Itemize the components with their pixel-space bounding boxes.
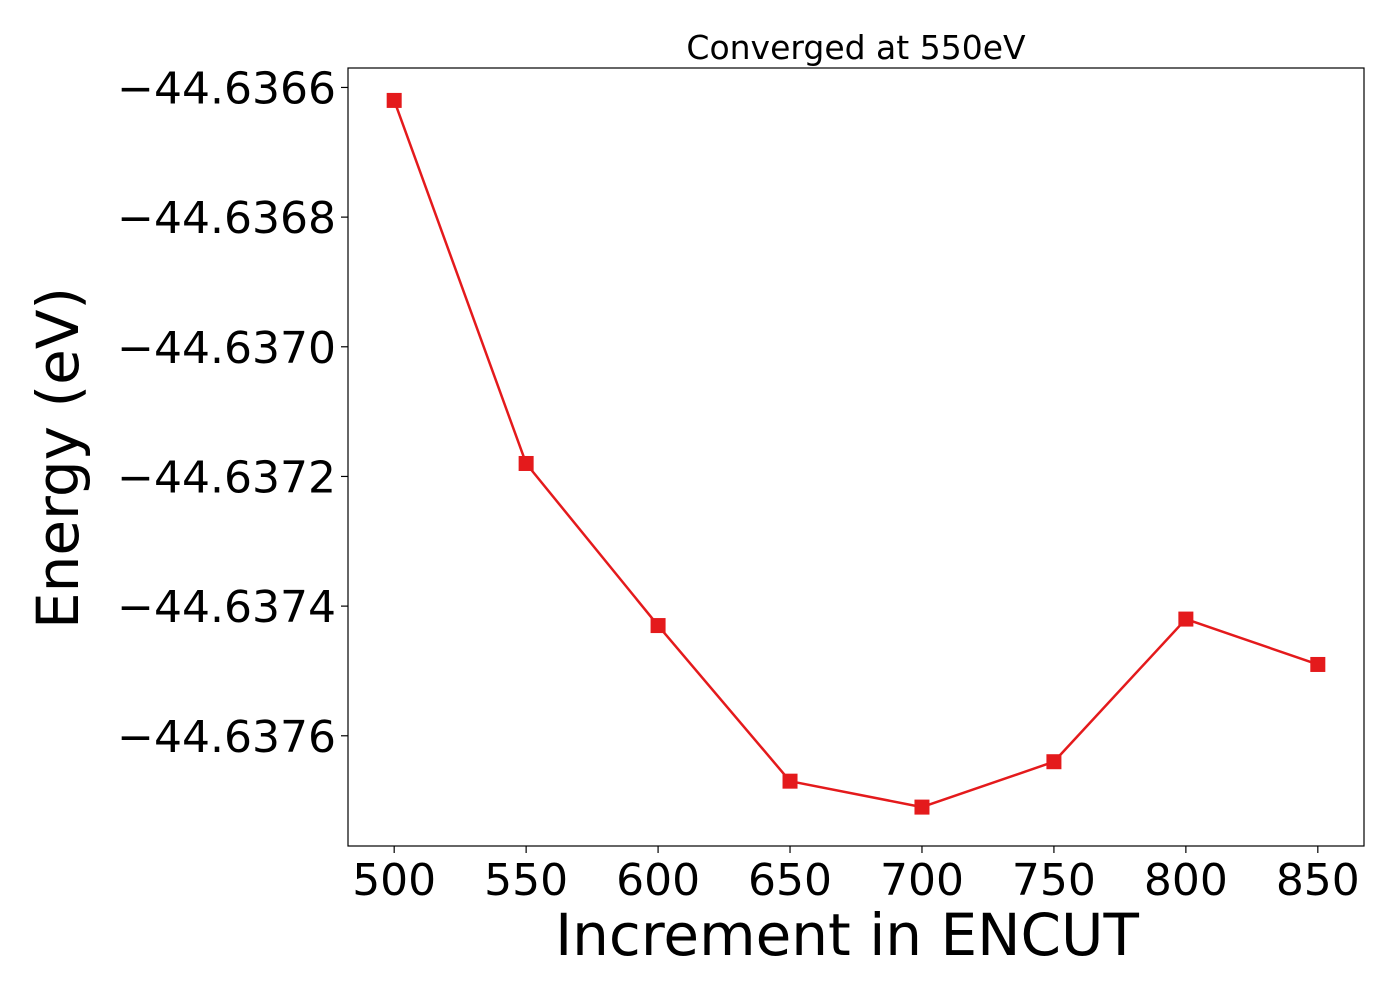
x-tick-label: 700: [880, 855, 964, 906]
x-tick-label: 600: [616, 855, 700, 906]
y-tick-label: −44.6374: [117, 582, 336, 633]
y-tick-label: −44.6376: [117, 712, 336, 763]
y-axis: −44.6366 −44.6368 −44.6370 −44.6372 −44.6374…: [117, 63, 348, 763]
plot-area: [347, 67, 1365, 847]
series-layer: [386, 92, 1326, 815]
chart-title: Converged at 550eV: [686, 28, 1026, 67]
data-point-marker: [386, 92, 402, 108]
data-point-marker: [1178, 611, 1194, 627]
y-tick-label: −44.6372: [117, 452, 336, 503]
data-point-marker: [914, 799, 930, 815]
x-axis: 500 550 600 650 700 750 800 850: [352, 846, 1360, 906]
data-point-marker: [650, 618, 666, 634]
x-tick-label: 750: [1012, 855, 1096, 906]
y-axis-label: Energy (eV): [24, 287, 92, 629]
x-tick-label: 850: [1276, 855, 1360, 906]
data-point-marker: [1046, 754, 1062, 770]
series-line: [393, 99, 1319, 809]
y-tick-label: −44.6370: [117, 323, 336, 374]
x-tick-label: 800: [1144, 855, 1228, 906]
x-tick-label: 500: [352, 855, 436, 906]
y-tick-label: −44.6368: [117, 193, 336, 244]
x-axis-label: Increment in ENCUT: [555, 901, 1139, 969]
data-point-marker: [518, 455, 534, 471]
x-tick-label: 650: [748, 855, 832, 906]
x-tick-label: 550: [484, 855, 568, 906]
data-point-marker: [1310, 656, 1326, 672]
plot-frame: [347, 67, 1365, 847]
y-tick-label: −44.6366: [117, 63, 336, 114]
data-point-marker: [782, 773, 798, 789]
